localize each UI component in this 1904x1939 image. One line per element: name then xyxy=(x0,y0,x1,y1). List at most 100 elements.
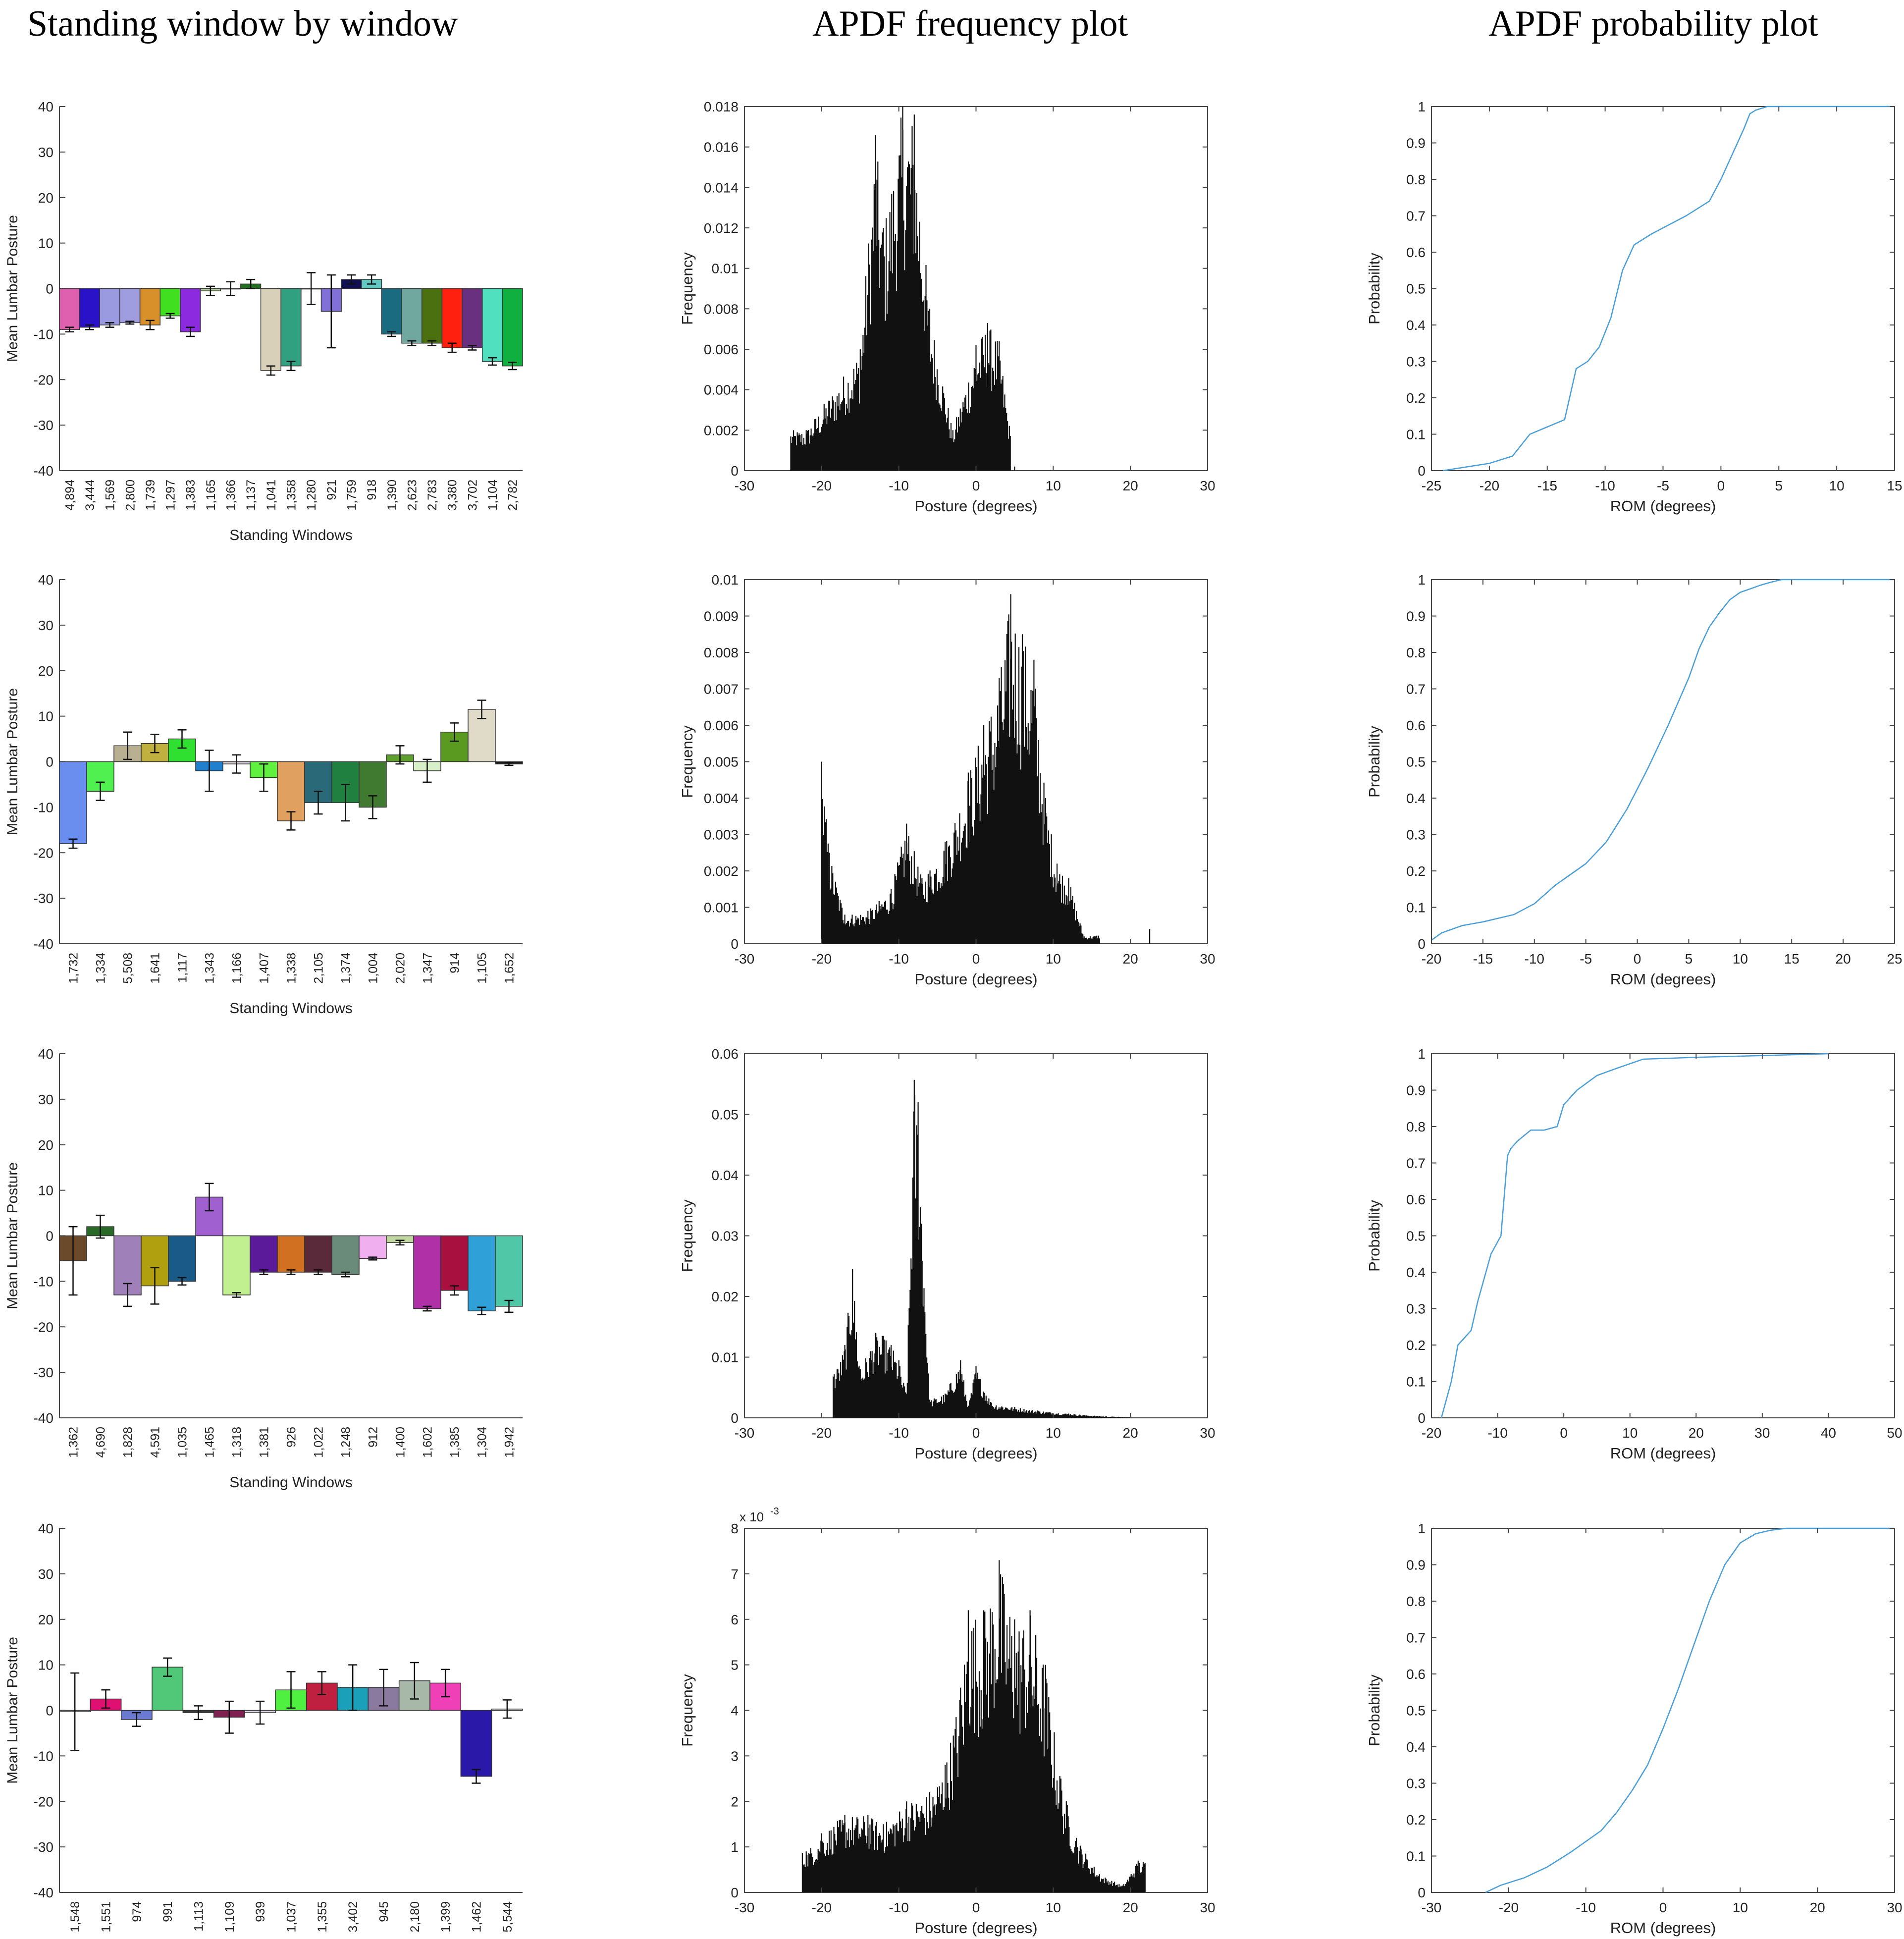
y-axis-label: Mean Lumbar Posture xyxy=(4,688,21,835)
x-tick-label: 20 xyxy=(1836,951,1851,967)
x-tick-label: -20 xyxy=(812,1425,832,1441)
y-tick-label: 0.5 xyxy=(1406,754,1426,770)
y-tick-label: -10 xyxy=(34,326,53,342)
y-tick-label: 0.03 xyxy=(712,1229,739,1244)
x-tick-label: -10 xyxy=(889,1425,908,1441)
y-tick-label: 2 xyxy=(731,1794,739,1809)
x-tick-label: -15 xyxy=(1473,951,1493,967)
x-tick-label: 30 xyxy=(1754,1425,1770,1441)
x-axis-label: ROM (degrees) xyxy=(1610,1445,1716,1462)
x-tick-label: -15 xyxy=(1537,478,1557,493)
y-tick-label: 30 xyxy=(38,145,53,160)
x-tick-label: 15 xyxy=(1784,951,1799,967)
x-tick-label: 5 xyxy=(1685,951,1693,967)
y-tick-label: 0.4 xyxy=(1406,1739,1426,1755)
y-tick-label: 0.01 xyxy=(712,1350,739,1365)
x-tick-label: -30 xyxy=(1422,1900,1441,1915)
bar xyxy=(159,288,181,317)
x-tick-label: 0 xyxy=(1717,478,1725,493)
x-tick-label: 10 xyxy=(1733,951,1748,967)
x-tick-label: 40 xyxy=(1821,1425,1836,1441)
bar xyxy=(280,288,302,367)
histogram-bars xyxy=(821,594,1151,944)
y-tick-label: 0.1 xyxy=(1406,1374,1426,1390)
bar xyxy=(59,288,80,330)
y-tick-label: 30 xyxy=(38,1566,53,1582)
x-tick-label: 1,334 xyxy=(94,953,108,984)
x-tick-label: 1,004 xyxy=(367,953,380,984)
bar xyxy=(304,1235,332,1273)
y-axis-label: Probability xyxy=(1366,726,1383,798)
y-tick-label: 0.5 xyxy=(1406,1229,1426,1244)
y-tick-label: 40 xyxy=(38,99,53,114)
x-tick-label: 1,385 xyxy=(448,1427,462,1458)
x-tick-label: -10 xyxy=(889,1900,908,1915)
y-tick-label: 0 xyxy=(1418,463,1426,479)
x-tick-label: 1,343 xyxy=(203,953,217,984)
x-tick-label: 10 xyxy=(1046,1425,1061,1441)
y-tick-label: 10 xyxy=(38,1658,53,1673)
y-tick-label: 40 xyxy=(38,1046,53,1062)
x-tick-label: -20 xyxy=(812,951,832,967)
x-tick-label: 1,166 xyxy=(230,953,244,984)
x-tick-label: 0 xyxy=(1659,1900,1667,1915)
x-tick-label: 939 xyxy=(254,1901,267,1922)
y-tick-label: 0 xyxy=(1418,1885,1426,1900)
y-tick-label: 0.018 xyxy=(704,99,739,114)
y-tick-label: 0.9 xyxy=(1406,609,1426,624)
x-tick-label: 2,105 xyxy=(312,953,326,984)
x-tick-label: 0 xyxy=(1634,951,1641,967)
bar-chart-4: -40 -30 -20 -10 0 10 20 30 40 1,548 1,551 974 991 1,1… xyxy=(4,1521,523,1933)
x-tick-label: 1,297 xyxy=(164,480,178,511)
y-tick-label: 0 xyxy=(46,1229,53,1244)
x-tick-label: 15 xyxy=(1887,478,1902,493)
y-tick-label: 0 xyxy=(46,1703,53,1719)
x-tick-label: 4,690 xyxy=(94,1427,108,1458)
y-axis-label: Probability xyxy=(1366,1674,1383,1746)
y-tick-label: 20 xyxy=(38,1612,53,1627)
y-tick-label: 0.4 xyxy=(1406,318,1426,333)
y-tick-label: 0 xyxy=(46,281,53,297)
y-tick-label: 8 xyxy=(731,1521,739,1536)
x-tick-label: -20 xyxy=(1499,1900,1519,1915)
probability-chart-3: 0 0.1 0.2 0.3 0.4 0.5 0.6 0.7 0.8 0.9 1 -20 -10 0 10 20… xyxy=(1366,1046,1903,1462)
y-tick-label: 0.9 xyxy=(1406,136,1426,151)
frequency-chart-2: 0 0.001 0.002 0.003 0.004 0.005 0.006 0.007 0.00… xyxy=(679,572,1216,988)
x-tick-label: 3,444 xyxy=(83,480,97,511)
x-tick-label: 2,180 xyxy=(408,1901,422,1933)
x-tick-label: 1,280 xyxy=(305,480,318,511)
y-tick-label: 0.7 xyxy=(1406,682,1426,697)
y-tick-label: 0.2 xyxy=(1406,390,1426,406)
y-tick-label: 0.006 xyxy=(704,718,739,733)
y-tick-label: 0.2 xyxy=(1406,1812,1426,1828)
y-tick-label: 0.003 xyxy=(704,827,739,843)
y-tick-label: 0.05 xyxy=(712,1107,739,1123)
y-tick-label: -40 xyxy=(34,936,53,952)
x-tick-label: 10 xyxy=(1046,951,1061,967)
x-tick-label: -30 xyxy=(735,1900,754,1915)
column-title-probability: APDF probability plot xyxy=(1488,3,1819,44)
x-axis-label: ROM (degrees) xyxy=(1610,970,1716,988)
x-tick-label: 20 xyxy=(1123,1900,1138,1915)
y-tick-label: 0.2 xyxy=(1406,863,1426,879)
bar xyxy=(502,288,523,367)
x-tick-label: 20 xyxy=(1810,1900,1825,1915)
bar xyxy=(481,288,503,362)
y-tick-label: 20 xyxy=(38,190,53,206)
y-tick-label: 0 xyxy=(731,463,739,479)
y-axis-label: Probability xyxy=(1366,1200,1383,1272)
x-tick-label: 1,465 xyxy=(203,1427,217,1458)
x-tick-label: 1,137 xyxy=(244,480,258,511)
y-tick-label: -20 xyxy=(34,372,53,387)
y-tick-label: -20 xyxy=(34,1794,53,1809)
y-tick-label: 0.7 xyxy=(1406,209,1426,224)
x-tick-label: 1,105 xyxy=(476,953,489,984)
probability-line xyxy=(1485,1527,1895,1893)
bar xyxy=(413,1235,441,1309)
y-tick-label: 1 xyxy=(731,1839,739,1855)
x-tick-label: 20 xyxy=(1123,478,1138,493)
x-tick-label: 1,383 xyxy=(184,480,198,511)
y-tick-label: 0.8 xyxy=(1406,645,1426,660)
plot-frame xyxy=(1431,106,1895,471)
y-tick-label: 0.6 xyxy=(1406,1192,1426,1207)
